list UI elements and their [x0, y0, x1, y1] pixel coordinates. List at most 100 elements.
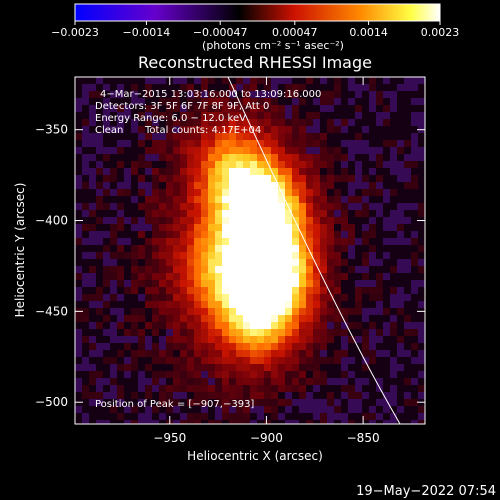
heatmap-cell: [362, 315, 370, 323]
heatmap-cell: [362, 413, 370, 421]
heatmap-cell: [96, 399, 104, 407]
heatmap-cell: [194, 119, 202, 127]
heatmap-cell: [117, 406, 125, 414]
heatmap-cell: [173, 91, 181, 99]
heatmap-cell: [341, 357, 349, 365]
heatmap-cell: [201, 147, 209, 155]
heatmap-cell: [138, 98, 146, 106]
heatmap-cell: [208, 182, 216, 190]
heatmap-cell: [82, 280, 90, 288]
heatmap-cell: [348, 238, 356, 246]
heatmap-cell: [103, 364, 111, 372]
heatmap-cell: [131, 182, 139, 190]
heatmap-cell: [215, 196, 223, 204]
heatmap-cell: [208, 161, 216, 169]
heatmap-cell: [257, 301, 265, 309]
heatmap-cell: [208, 196, 216, 204]
heatmap-cell: [236, 112, 244, 120]
heatmap-cell: [215, 378, 223, 386]
heatmap-cell: [411, 203, 419, 211]
heatmap-cell: [264, 189, 272, 197]
heatmap-cell: [418, 392, 425, 400]
heatmap-cell: [82, 252, 90, 260]
heatmap-cell: [292, 112, 300, 120]
heatmap-cell: [404, 168, 412, 176]
heatmap-cell: [411, 406, 419, 414]
heatmap-cell: [264, 203, 272, 211]
heatmap-cell: [110, 266, 118, 274]
heatmap-cell: [292, 364, 300, 372]
heatmap-cell: [201, 196, 209, 204]
heatmap-cell: [208, 266, 216, 274]
heatmap-cell: [222, 189, 230, 197]
heatmap-cell: [208, 175, 216, 183]
heatmap-cell: [320, 280, 328, 288]
heatmap-cell: [75, 315, 83, 323]
heatmap-cell: [166, 182, 174, 190]
heatmap-cell: [103, 315, 111, 323]
heatmap-cell: [75, 350, 83, 358]
heatmap-cell: [103, 119, 111, 127]
heatmap-cell: [313, 189, 321, 197]
heatmap-cell: [208, 147, 216, 155]
heatmap-cell: [369, 140, 377, 148]
heatmap-cell: [110, 231, 118, 239]
heatmap-cell: [278, 294, 286, 302]
heatmap-cell: [327, 238, 335, 246]
heatmap-cell: [299, 154, 307, 162]
heatmap-cell: [236, 175, 244, 183]
heatmap-cell: [397, 105, 405, 113]
heatmap-cell: [222, 91, 230, 99]
heatmap-cell: [103, 98, 111, 106]
heatmap-cell: [257, 245, 265, 253]
heatmap-cell: [271, 273, 279, 281]
heatmap-cell: [313, 98, 321, 106]
heatmap-cell: [369, 119, 377, 127]
heatmap-cell: [117, 203, 125, 211]
heatmap-cell: [418, 231, 425, 239]
heatmap-cell: [187, 259, 195, 267]
heatmap-cell: [376, 98, 384, 106]
heatmap-cell: [383, 231, 391, 239]
heatmap-cell: [82, 315, 90, 323]
heatmap-cell: [159, 308, 167, 316]
heatmap-cell: [110, 252, 118, 260]
heatmap-cell: [222, 224, 230, 232]
heatmap-cell: [152, 357, 160, 365]
heatmap-cell: [369, 77, 377, 85]
x-tick-label: −900: [250, 431, 283, 445]
heatmap-cell: [243, 280, 251, 288]
heatmap-cell: [383, 182, 391, 190]
heatmap-cell: [299, 336, 307, 344]
heatmap-cell: [257, 189, 265, 197]
heatmap-cell: [187, 364, 195, 372]
heatmap-cell: [194, 336, 202, 344]
heatmap-cell: [404, 315, 412, 323]
heatmap-cell: [131, 259, 139, 267]
heatmap-cell: [355, 203, 363, 211]
heatmap-cell: [376, 308, 384, 316]
heatmap-cell: [348, 420, 356, 424]
heatmap-cell: [404, 266, 412, 274]
heatmap-cell: [222, 287, 230, 295]
heatmap-cell: [243, 126, 251, 134]
heatmap-cell: [117, 329, 125, 337]
heatmap-cell: [271, 203, 279, 211]
heatmap-cell: [222, 322, 230, 330]
heatmap-cell: [236, 105, 244, 113]
heatmap-cell: [243, 315, 251, 323]
heatmap-cell: [96, 308, 104, 316]
heatmap-cell: [145, 112, 153, 120]
heatmap-cell: [383, 350, 391, 358]
heatmap-cell: [194, 238, 202, 246]
heatmap-cell: [369, 266, 377, 274]
heatmap-cell: [145, 182, 153, 190]
heatmap-cell: [341, 140, 349, 148]
heatmap-cell: [390, 119, 398, 127]
heatmap-cell: [299, 140, 307, 148]
heatmap-cell: [159, 399, 167, 407]
heatmap-cell: [96, 420, 104, 424]
heatmap-cell: [201, 84, 209, 92]
heatmap-cell: [327, 413, 335, 421]
heatmap-cell: [355, 133, 363, 141]
